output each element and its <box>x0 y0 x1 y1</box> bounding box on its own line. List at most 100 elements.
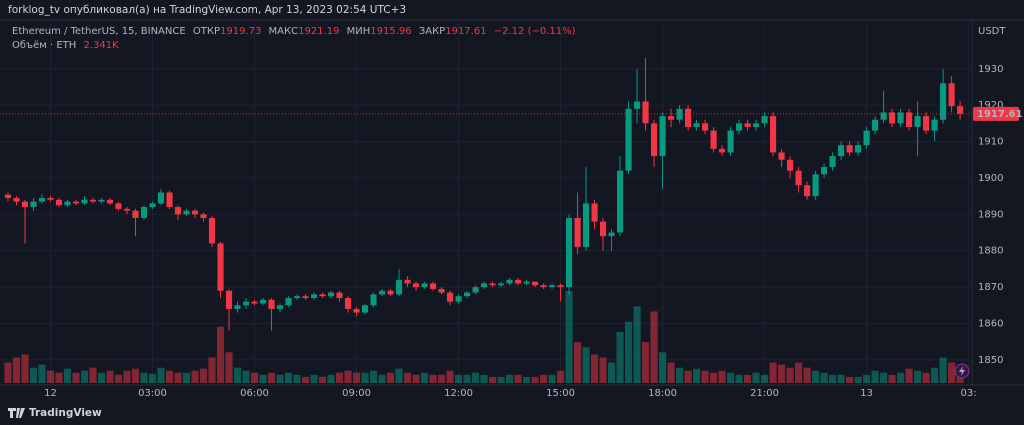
candle-body <box>81 199 88 204</box>
volume-bar <box>89 367 97 383</box>
y-tick-label: 1930 <box>978 64 1003 75</box>
volume-bar <box>488 376 497 383</box>
y-tick-label: 1900 <box>978 173 1003 184</box>
candle-body <box>906 112 913 127</box>
candle-body <box>47 197 54 200</box>
candle-body <box>651 123 658 157</box>
y-tick-label: 1920 <box>978 100 1003 111</box>
candle-body <box>548 285 556 288</box>
candle-body <box>489 283 496 286</box>
volume-bar <box>242 370 250 383</box>
candle-body <box>268 299 275 309</box>
candle-body <box>557 285 564 288</box>
volume-bar <box>131 368 140 383</box>
volume-bar <box>539 374 548 383</box>
x-tick-label: 15:00 <box>546 388 575 399</box>
y-tick-label: 1850 <box>978 355 1003 366</box>
volume-bar <box>735 374 743 383</box>
candle-body <box>948 83 955 107</box>
candle-body <box>463 292 471 297</box>
volume-bar <box>778 364 786 383</box>
y-axis-label: USDT <box>978 26 1006 37</box>
volume-bar <box>318 376 327 383</box>
volume-bar <box>752 372 760 383</box>
volume-bar <box>386 372 395 383</box>
last-price-label: 1917.61 <box>977 109 1023 120</box>
volume-bar <box>225 352 233 383</box>
candle-body <box>327 292 335 297</box>
candle-body <box>166 192 173 208</box>
candle-body <box>319 294 326 297</box>
volume-bar <box>335 372 344 383</box>
volume-bar <box>905 368 913 383</box>
candle-body <box>719 148 726 153</box>
volume-bar <box>454 374 463 383</box>
candle-body <box>821 167 828 175</box>
candle-body <box>4 194 12 198</box>
volume-bar <box>480 374 488 383</box>
volume-bar <box>140 372 148 383</box>
candle-body <box>217 243 224 291</box>
volume-bar <box>812 370 820 383</box>
volume-bar <box>854 376 862 383</box>
volume-value: 2.341K <box>83 40 119 51</box>
volume-bar <box>684 370 692 383</box>
volume-bar <box>301 376 310 383</box>
candle-body <box>200 214 207 218</box>
x-tick-label: 18:00 <box>648 388 677 399</box>
candle-body <box>438 288 445 293</box>
candle-body <box>123 208 131 211</box>
volume-bar <box>769 362 777 383</box>
candle-body <box>429 283 437 289</box>
candle-body <box>293 296 301 299</box>
candle-body <box>55 199 63 206</box>
x-tick-label: 03: <box>961 388 977 399</box>
volume-bar <box>727 372 735 383</box>
candle-body <box>812 174 819 197</box>
candle-body <box>446 292 454 302</box>
volume-bar <box>344 370 352 383</box>
volume-bar <box>182 372 191 383</box>
x-tick-label: 12 <box>44 388 57 399</box>
y-tick-label: 1910 <box>978 137 1003 148</box>
volume-bar <box>148 373 157 383</box>
candles <box>0 57 972 331</box>
volume-bar <box>565 291 573 383</box>
volume-bar <box>191 370 199 383</box>
candle-body <box>378 290 386 295</box>
volume-bar <box>556 370 565 383</box>
candle-body <box>591 203 598 222</box>
candle-body <box>668 116 675 120</box>
candle-body <box>412 283 420 288</box>
candle-body <box>676 108 683 120</box>
candle-body <box>736 123 743 131</box>
candle-body <box>514 279 522 284</box>
candle-body <box>72 201 80 204</box>
volume-bar <box>412 374 420 383</box>
volume-bar <box>199 368 208 383</box>
volume-bar <box>250 372 259 383</box>
candle-body <box>132 210 139 218</box>
candle-body <box>693 123 700 127</box>
volume-bar <box>914 370 922 383</box>
volume-bar <box>607 362 616 383</box>
volume-bar <box>829 374 837 383</box>
candle-body <box>302 296 309 299</box>
volume-bar <box>956 374 964 383</box>
x-tick-label: 06:00 <box>240 388 269 399</box>
volume-bar <box>352 372 361 383</box>
candle-body <box>64 201 71 206</box>
candle-body <box>89 199 97 202</box>
low-value: 1915.96 <box>370 26 411 37</box>
open-label: ОТКР <box>193 26 220 37</box>
volume-bar <box>573 342 582 383</box>
candle-body <box>838 145 845 157</box>
volume-bar <box>327 374 335 383</box>
footer-brand: TradingView <box>29 407 102 419</box>
candle-body <box>361 305 369 313</box>
candle-body <box>174 207 182 215</box>
volume-bar <box>616 331 624 383</box>
candle-body <box>753 123 760 127</box>
volume-bar <box>157 367 165 383</box>
volume-bar <box>582 347 590 383</box>
